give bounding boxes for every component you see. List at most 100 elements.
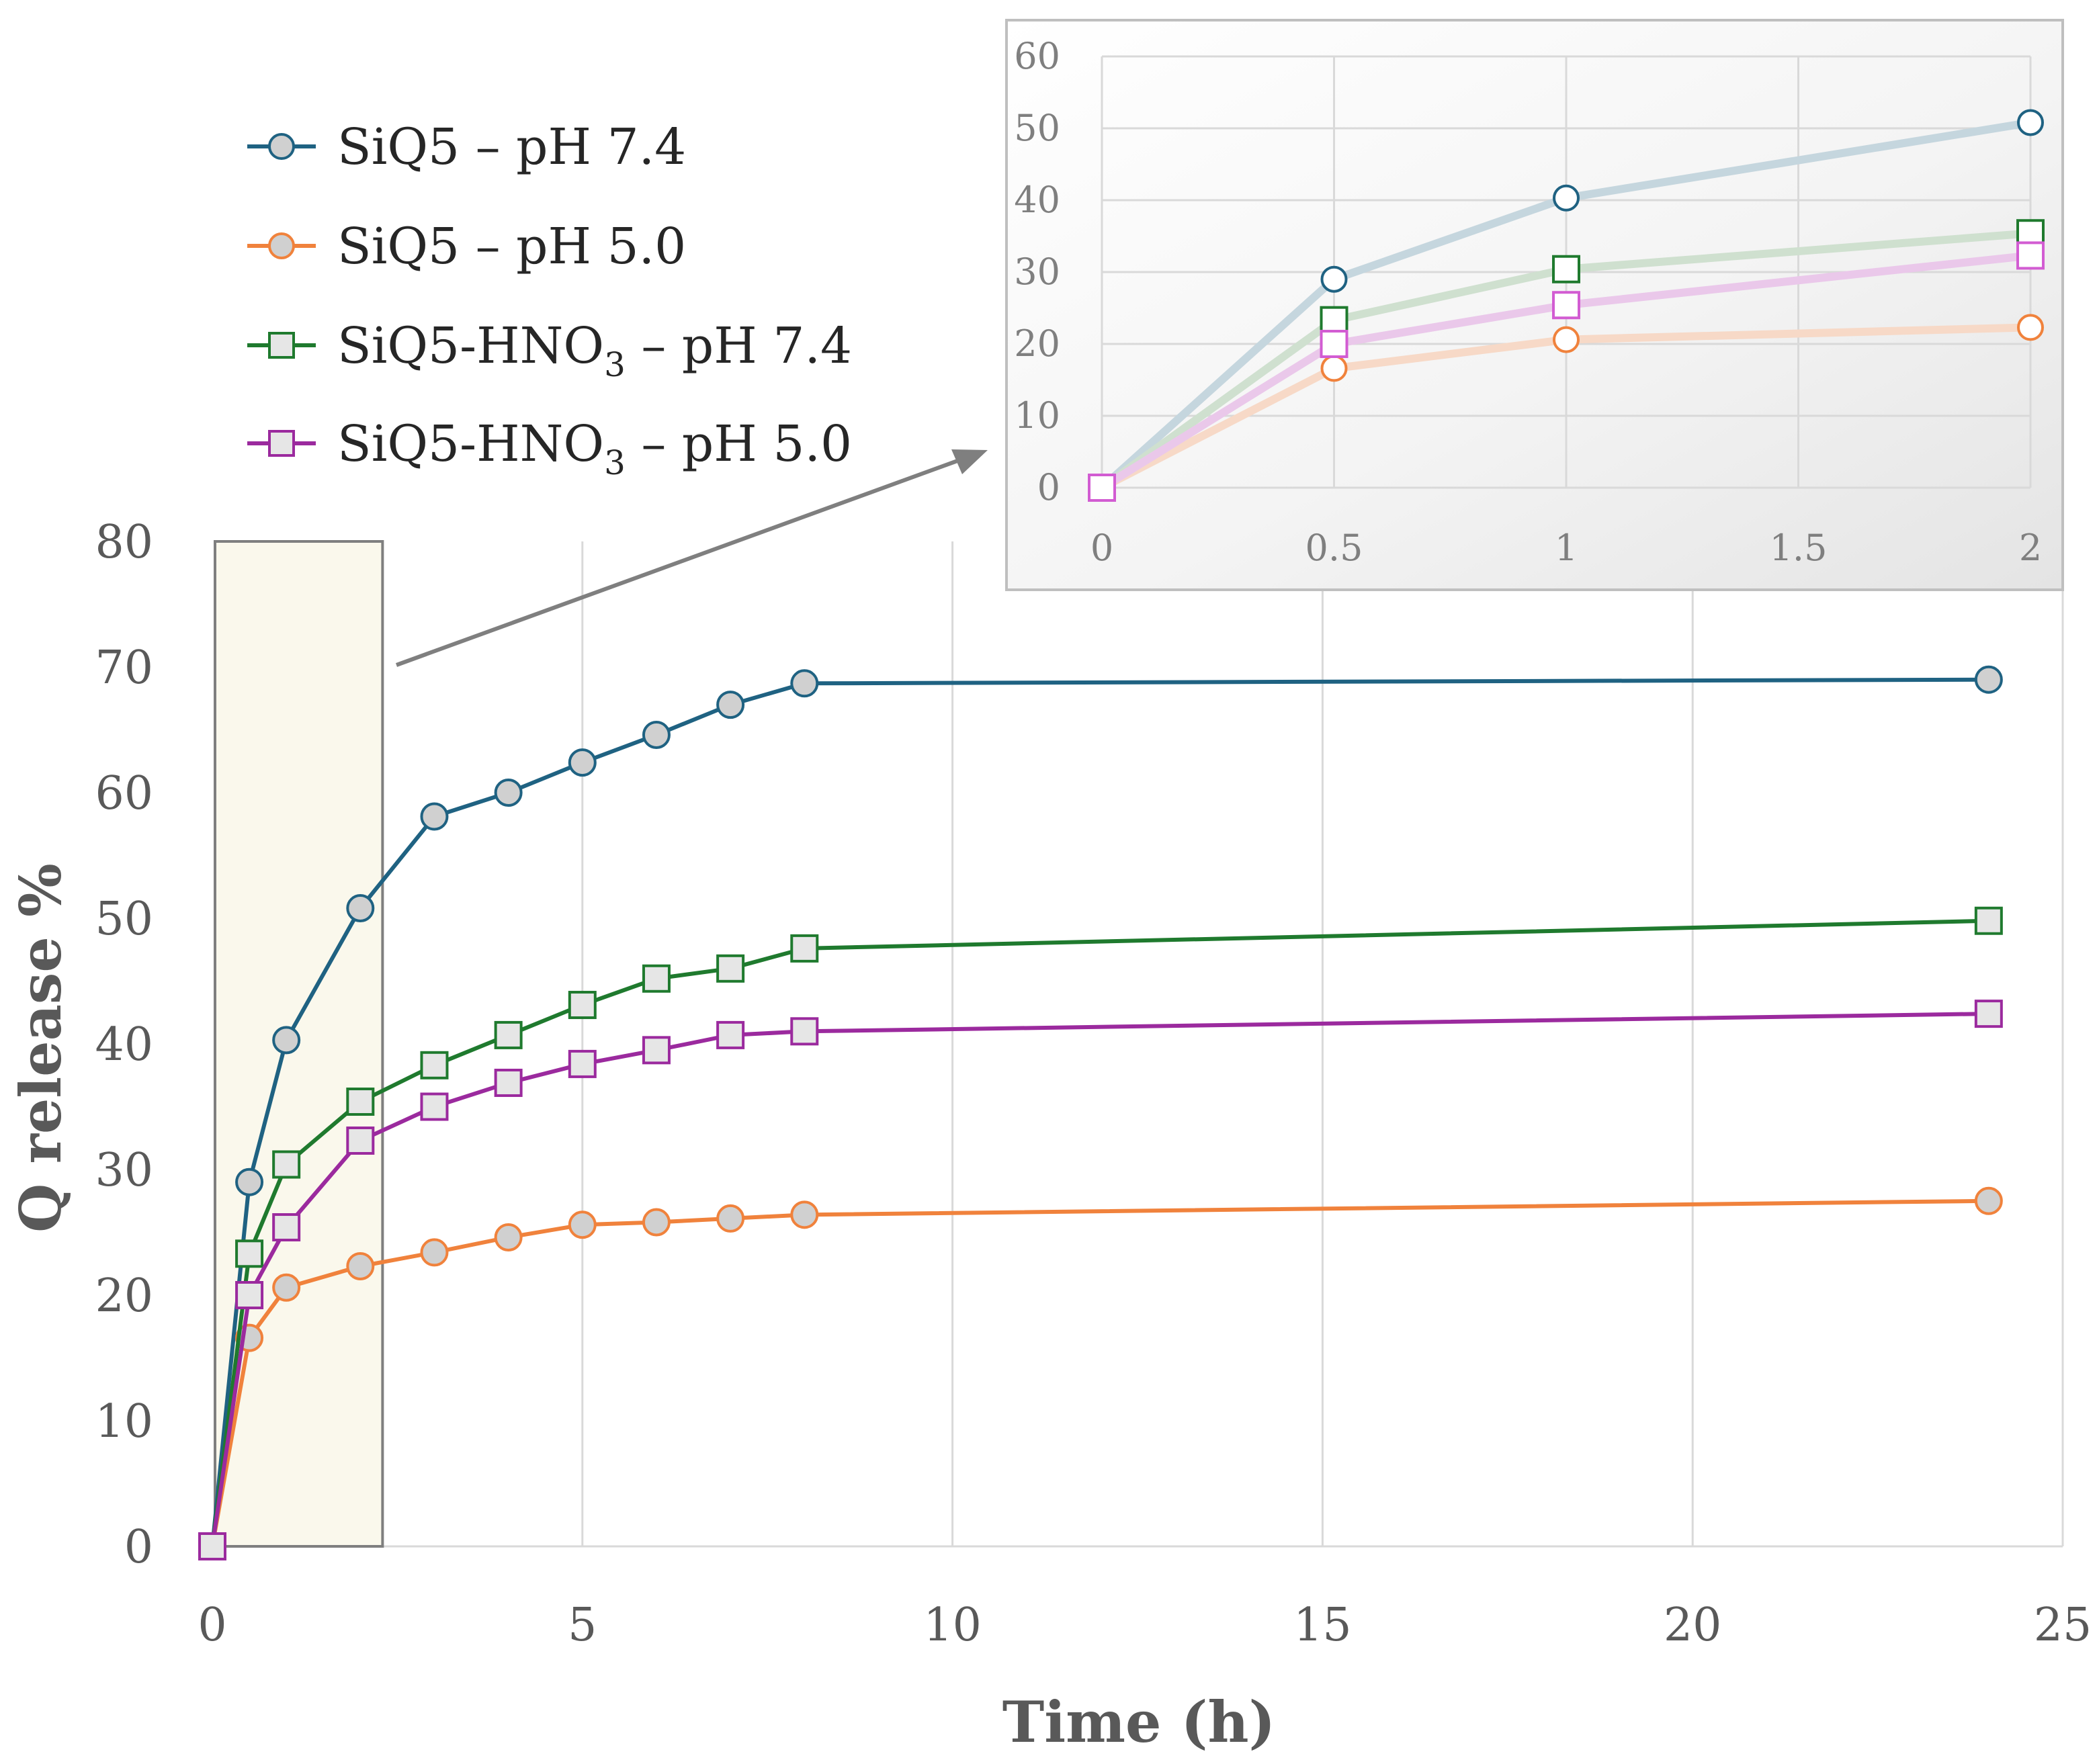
data-point <box>642 720 671 749</box>
legend-label-subscript: 3 <box>604 443 626 482</box>
legend-label-main: SiQ5-HNO <box>337 317 604 375</box>
data-point <box>198 1532 226 1560</box>
inset-y-tick-label: 50 <box>1014 107 1060 149</box>
data-point <box>235 1167 264 1196</box>
inset-x-tick-label: 2 <box>2019 527 2042 569</box>
data-point <box>494 779 523 807</box>
data-point <box>716 1204 745 1233</box>
data-point <box>420 1238 449 1267</box>
x-tick-label: 0 <box>198 1599 226 1652</box>
inset-data-point <box>1552 291 1580 320</box>
series-1 <box>198 1186 2003 1560</box>
data-point <box>346 1088 375 1116</box>
inset-y-tick-label: 20 <box>1014 322 1060 365</box>
x-tick-label: 5 <box>568 1599 597 1652</box>
data-point <box>494 1223 523 1251</box>
data-point <box>346 1251 375 1280</box>
data-point <box>790 1200 819 1229</box>
data-point <box>420 1092 449 1121</box>
data-point <box>642 964 671 993</box>
x-axis-title: Time (h) <box>1002 1689 1276 1755</box>
y-tick-label: 80 <box>95 516 153 569</box>
y-tick-label: 10 <box>95 1395 153 1448</box>
y-tick-label: 50 <box>95 893 153 946</box>
data-point <box>1974 906 2003 935</box>
legend-label: SiQ5 – pH 5.0 <box>337 218 686 275</box>
legend-label-main: SiQ5-HNO <box>337 415 604 473</box>
x-tick-label: 15 <box>1293 1599 1352 1652</box>
x-tick-label: 10 <box>923 1599 982 1652</box>
data-point <box>272 1150 301 1179</box>
data-point <box>346 1126 375 1155</box>
legend-item: SiQ5 – pH 5.0 <box>247 218 686 275</box>
data-point <box>1974 665 2003 694</box>
inset-series-line <box>1100 323 2031 492</box>
inset-data-point <box>1320 355 1348 382</box>
data-point <box>716 691 745 719</box>
data-point <box>1974 1000 2003 1028</box>
inset-data-point <box>1553 184 1580 212</box>
data-point <box>642 1208 671 1237</box>
inset-x-tick-label: 0 <box>1090 527 1113 569</box>
legend-item: SiQ5-HNO3 – pH 5.0 <box>247 415 852 482</box>
inset-y-tick-label: 40 <box>1014 179 1060 221</box>
inset-series-line <box>1099 118 2031 491</box>
series-line <box>210 677 1989 1547</box>
legend-marker <box>268 232 295 259</box>
data-point <box>716 954 745 983</box>
data-point <box>790 669 819 698</box>
y-tick-label: 60 <box>95 767 153 820</box>
data-point <box>235 1281 264 1309</box>
data-point <box>1974 1186 2003 1215</box>
data-point <box>568 1210 597 1239</box>
x-tick-label: 20 <box>1664 1599 1722 1652</box>
series-line <box>210 1012 1989 1547</box>
legend-label-tail: – pH 7.4 <box>626 317 852 375</box>
inset-tick-labels: 0 10 20 30 40 50 60 0 0.5 1 1.5 2 <box>1014 35 2042 569</box>
inset-markers-3 <box>1088 241 2045 502</box>
data-point <box>790 1017 819 1046</box>
inset-data-point <box>1088 474 1116 502</box>
inset-y-tick-label: 0 <box>1037 466 1060 509</box>
series-line <box>210 1198 1989 1547</box>
inset-data-point <box>2017 314 2044 341</box>
main-series <box>198 665 2003 1560</box>
inset-series-2 <box>1099 229 2031 491</box>
legend-label: SiQ5-HNO3 – pH 7.4 <box>337 317 852 384</box>
main-gridlines <box>581 541 2064 1546</box>
legend-item: SiQ5 – pH 7.4 <box>247 118 686 176</box>
inset-series-1 <box>1100 323 2031 492</box>
data-point <box>642 1036 671 1065</box>
inset-data-point <box>1320 330 1348 358</box>
inset-series-line <box>1099 229 2031 491</box>
inset-x-tick-label: 1.5 <box>1770 527 1828 569</box>
legend-label-main: SiQ5 – pH 7.4 <box>337 118 686 176</box>
data-point <box>420 802 449 831</box>
legend-label-main: SiQ5 – pH 5.0 <box>337 218 686 275</box>
inset-x-tick-label: 0.5 <box>1305 527 1363 569</box>
data-point <box>272 1213 301 1242</box>
inset-series-3 <box>1099 251 2031 492</box>
data-point <box>568 748 597 777</box>
inset-frame <box>1005 19 2064 591</box>
data-point <box>568 1049 597 1078</box>
legend-label: SiQ5-HNO3 – pH 5.0 <box>337 415 852 482</box>
inset-y-tick-label: 30 <box>1014 251 1060 293</box>
legend-marker <box>268 430 295 457</box>
inset-data-point <box>2017 109 2044 136</box>
zoom-arrow <box>395 449 988 667</box>
y-axis-title: Q release % <box>7 863 74 1233</box>
inset-data-point <box>1552 255 1580 283</box>
series-0 <box>198 665 2003 1560</box>
series-2 <box>198 906 2003 1560</box>
legend-item: SiQ5-HNO3 – pH 7.4 <box>247 317 852 384</box>
data-point <box>346 894 375 923</box>
inset-series <box>1088 109 2045 502</box>
inset-data-point <box>1320 265 1348 293</box>
inset-y-tick-label: 10 <box>1014 394 1060 437</box>
legend-label-tail: – pH 5.0 <box>626 415 852 473</box>
data-point <box>235 1239 264 1268</box>
